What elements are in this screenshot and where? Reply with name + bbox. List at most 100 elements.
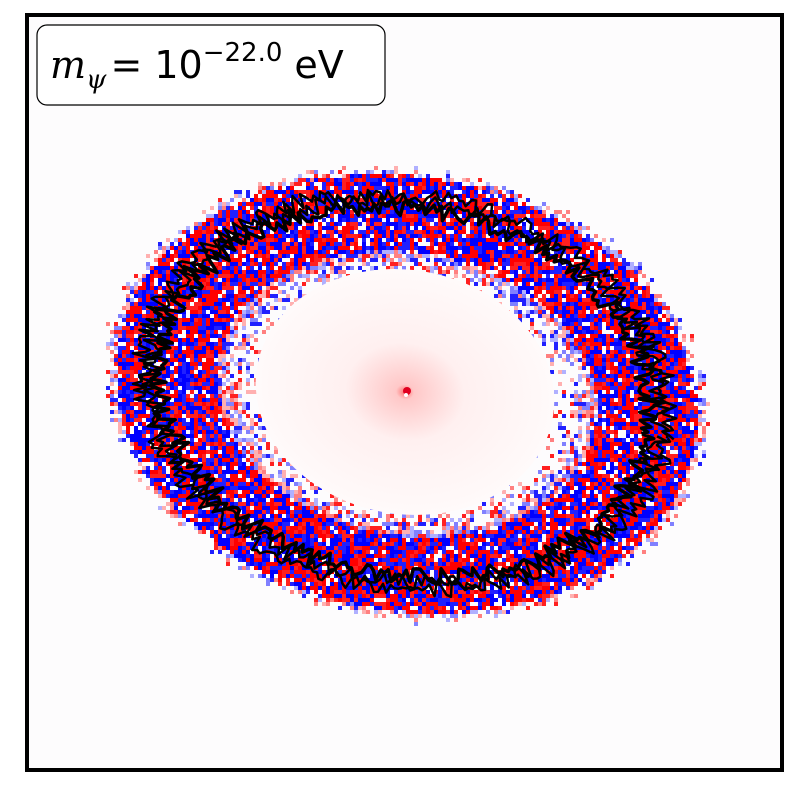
field-pixel [686, 378, 690, 382]
field-pixel [422, 178, 426, 182]
field-pixel [570, 330, 574, 334]
field-pixel [666, 398, 670, 402]
field-pixel [614, 346, 618, 350]
field-pixel [674, 386, 678, 390]
field-pixel [582, 290, 586, 294]
field-pixel [510, 190, 514, 194]
field-pixel [286, 298, 290, 302]
field-pixel [514, 214, 518, 218]
field-pixel [234, 270, 238, 274]
field-pixel [578, 222, 582, 226]
field-pixel [210, 370, 214, 374]
field-pixel [602, 362, 606, 366]
field-pixel [202, 318, 206, 322]
field-pixel [682, 406, 686, 410]
field-pixel [130, 394, 134, 398]
field-pixel [474, 250, 478, 254]
field-pixel [606, 458, 610, 462]
field-pixel [246, 246, 250, 250]
field-pixel [526, 290, 530, 294]
field-pixel [626, 262, 630, 266]
field-pixel [166, 458, 170, 462]
field-pixel [210, 342, 214, 346]
field-pixel [626, 298, 630, 302]
field-pixel [610, 418, 614, 422]
field-pixel [186, 354, 190, 358]
field-pixel [226, 330, 230, 334]
field-pixel [554, 294, 558, 298]
field-pixel [206, 234, 210, 238]
field-pixel [666, 314, 670, 318]
field-pixel [446, 194, 450, 198]
field-pixel [514, 290, 518, 294]
field-pixel [630, 366, 634, 370]
field-pixel [566, 250, 570, 254]
field-pixel [602, 354, 606, 358]
field-pixel [566, 226, 570, 230]
field-pixel [242, 202, 246, 206]
field-pixel [182, 322, 186, 326]
field-pixel [514, 254, 518, 258]
field-pixel [130, 330, 134, 334]
field-pixel [486, 254, 490, 258]
field-pixel [542, 342, 546, 346]
field-pixel [582, 374, 586, 378]
field-pixel [606, 398, 610, 402]
field-pixel [338, 194, 342, 198]
field-pixel [690, 454, 694, 458]
field-pixel [370, 186, 374, 190]
field-pixel [570, 266, 574, 270]
field-pixel [150, 366, 154, 370]
field-pixel [226, 450, 230, 454]
field-pixel [310, 230, 314, 234]
field-pixel [230, 262, 234, 266]
field-pixel [398, 262, 402, 266]
field-pixel [438, 246, 442, 250]
field-pixel [242, 346, 246, 350]
field-pixel [386, 250, 390, 254]
field-pixel [194, 418, 198, 422]
field-pixel [138, 362, 142, 366]
field-pixel [178, 246, 182, 250]
field-pixel [150, 266, 154, 270]
field-pixel [618, 330, 622, 334]
field-pixel [574, 234, 578, 238]
field-pixel [650, 342, 654, 346]
field-pixel [198, 410, 202, 414]
field-pixel [282, 250, 286, 254]
field-pixel [322, 238, 326, 242]
field-pixel [382, 250, 386, 254]
field-pixel [570, 334, 574, 338]
field-pixel [438, 190, 442, 194]
field-pixel [654, 318, 658, 322]
field-pixel [606, 390, 610, 394]
field-pixel [686, 430, 690, 434]
field-pixel [614, 318, 618, 322]
field-pixel [586, 458, 590, 462]
field-pixel [338, 214, 342, 218]
field-pixel [438, 194, 442, 198]
field-pixel [314, 270, 318, 274]
field-pixel [306, 266, 310, 270]
field-pixel [554, 214, 558, 218]
field-pixel [582, 238, 586, 242]
field-pixel [222, 406, 226, 410]
field-pixel [166, 410, 170, 414]
field-pixel [214, 262, 218, 266]
field-pixel [466, 282, 470, 286]
field-pixel [182, 342, 186, 346]
field-pixel [490, 198, 494, 202]
field-pixel [158, 274, 162, 278]
field-pixel [590, 382, 594, 386]
field-pixel [130, 362, 134, 366]
field-pixel [294, 222, 298, 226]
field-pixel [378, 218, 382, 222]
field-pixel [266, 318, 270, 322]
field-pixel [142, 426, 146, 430]
field-pixel [350, 230, 354, 234]
field-pixel [598, 406, 602, 410]
field-pixel [402, 214, 406, 218]
field-pixel [314, 210, 318, 214]
field-pixel [178, 422, 182, 426]
field-pixel [282, 190, 286, 194]
